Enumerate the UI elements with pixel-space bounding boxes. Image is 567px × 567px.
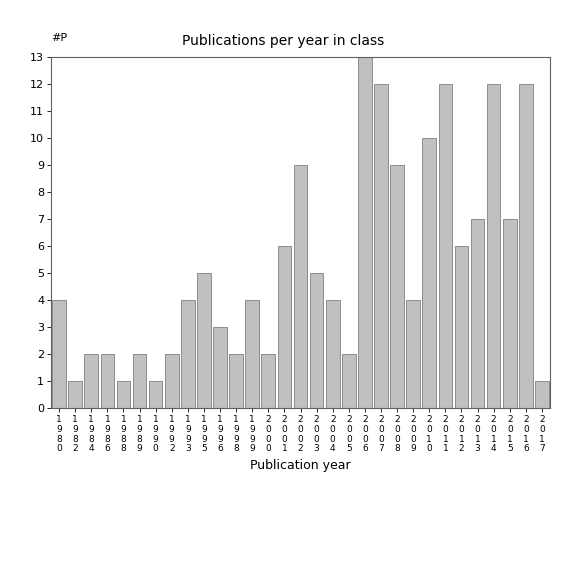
Bar <box>310 273 323 408</box>
Text: #P: #P <box>51 33 67 43</box>
Bar <box>84 354 98 408</box>
Bar <box>390 165 404 408</box>
Bar <box>69 381 82 408</box>
Bar <box>519 84 532 408</box>
Bar <box>261 354 275 408</box>
Bar <box>197 273 211 408</box>
Bar <box>535 381 549 408</box>
Bar <box>438 84 452 408</box>
Bar <box>294 165 307 408</box>
Bar <box>487 84 501 408</box>
Bar <box>246 300 259 408</box>
Bar <box>229 354 243 408</box>
Bar <box>326 300 340 408</box>
Bar <box>407 300 420 408</box>
Bar <box>52 300 66 408</box>
Bar <box>133 354 146 408</box>
Bar <box>471 219 484 408</box>
Bar <box>455 246 468 408</box>
Bar <box>342 354 356 408</box>
X-axis label: Publication year: Publication year <box>250 459 351 472</box>
Text: Publications per year in class: Publications per year in class <box>183 34 384 48</box>
Bar <box>181 300 194 408</box>
Bar <box>278 246 291 408</box>
Bar <box>358 57 372 408</box>
Bar <box>117 381 130 408</box>
Bar <box>503 219 517 408</box>
Bar <box>422 138 436 408</box>
Bar <box>374 84 388 408</box>
Bar <box>165 354 179 408</box>
Bar <box>149 381 163 408</box>
Bar <box>100 354 114 408</box>
Bar <box>213 327 227 408</box>
